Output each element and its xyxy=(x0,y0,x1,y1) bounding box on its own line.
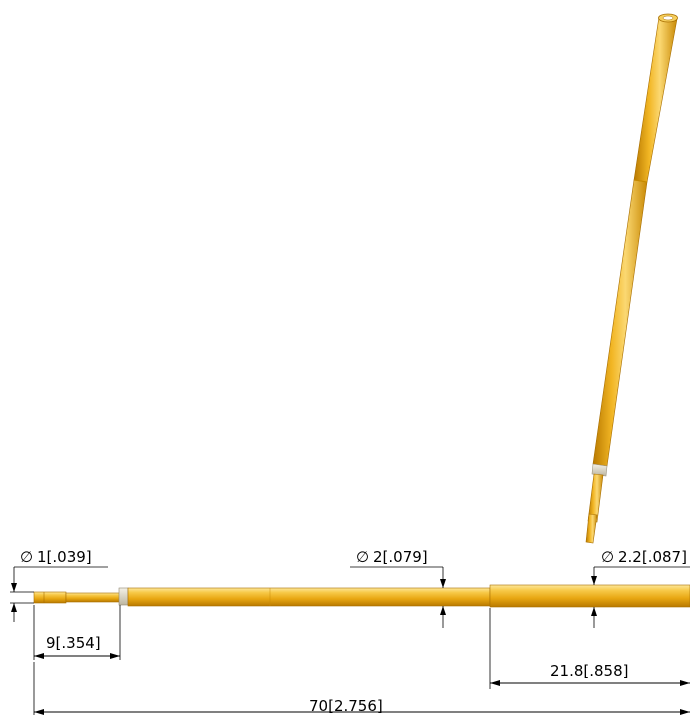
probe-tip xyxy=(33,591,67,604)
probe-plunger-body xyxy=(127,587,491,607)
dim-tip-diameter: ∅ 1[.039] xyxy=(10,548,108,622)
probe-3d-tip xyxy=(585,513,598,544)
dim-barrel-diameter-symbol: ∅ xyxy=(601,548,614,566)
probe-plunger-thin xyxy=(65,592,121,603)
dim-overall-length-value: 70[2.756] xyxy=(309,697,383,715)
dim-tip-length: 9[.354] xyxy=(33,605,121,660)
probe-3d-view xyxy=(585,13,678,544)
probe-ring xyxy=(118,587,129,606)
dim-overall-length: 70[2.756] xyxy=(33,662,690,715)
dim-tip-diameter-symbol: ∅ xyxy=(20,548,33,566)
probe-3d-ring xyxy=(591,463,608,477)
dim-plunger-diameter: ∅ 2[.079] xyxy=(350,548,446,628)
probe-3d-barrel xyxy=(633,16,678,183)
dim-tip-diameter-value: 1[.039] xyxy=(37,548,92,566)
dim-plunger-diameter-value: 2[.079] xyxy=(373,548,428,566)
probe-3d-plunger xyxy=(587,473,604,523)
probe-side-view xyxy=(33,584,690,608)
dim-barrel-length: 21.8[.858] xyxy=(489,608,690,689)
dim-tip-length-value: 9[.354] xyxy=(46,634,101,652)
probe-3d-lower-barrel xyxy=(592,179,648,467)
probe-3d-top-bore xyxy=(662,15,674,21)
dim-barrel-length-value: 21.8[.858] xyxy=(550,662,629,680)
dim-plunger-diameter-symbol: ∅ xyxy=(356,548,369,566)
probe-barrel xyxy=(489,584,690,608)
dim-barrel-diameter: ∅ 2.2[.087] xyxy=(591,548,690,628)
dim-barrel-diameter-value: 2.2[.087] xyxy=(618,548,687,566)
